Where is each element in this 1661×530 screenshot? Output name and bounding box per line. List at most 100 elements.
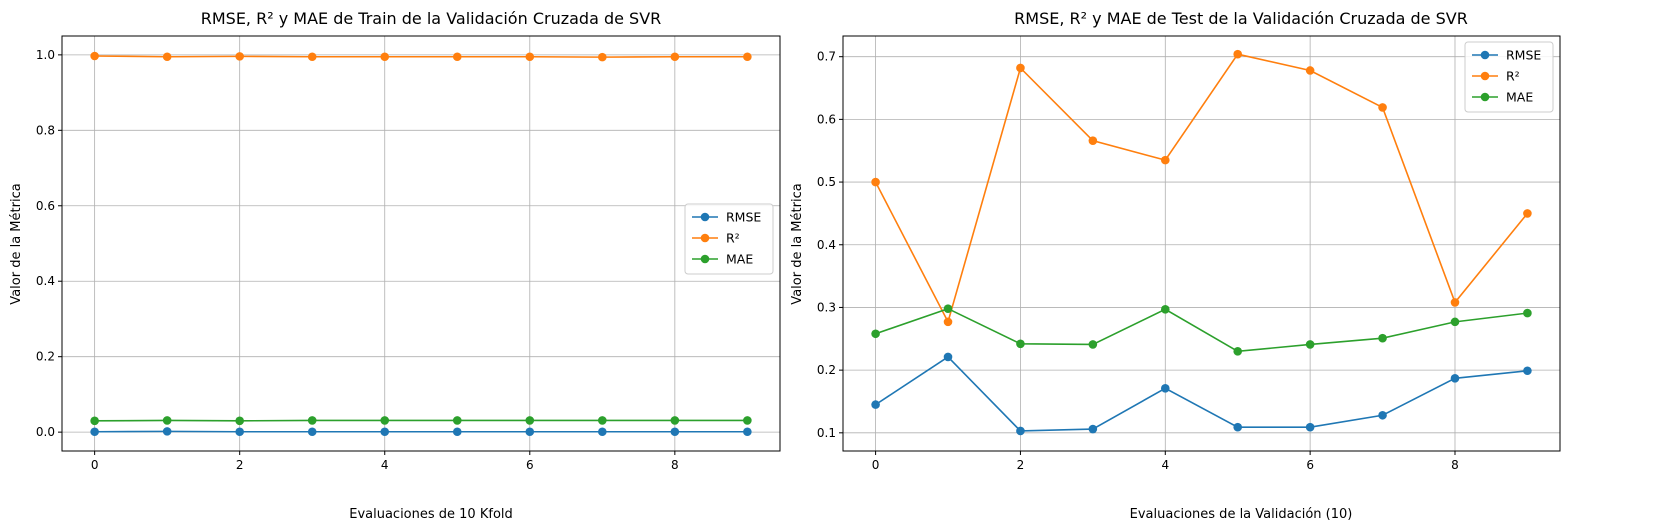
train-chart-point-r2: [307, 52, 317, 62]
test-chart-point-mae: [943, 304, 953, 313]
test-chart-point-r2: [1378, 103, 1387, 112]
train-chart-point-r2: [380, 52, 390, 62]
train-chart-point-mae: [162, 416, 172, 425]
train-chart-point-mae: [670, 416, 680, 425]
test-chart-title: RMSE, R² y MAE de Test de la Validación …: [1014, 9, 1468, 28]
test-chart-legend-label-rmse: RMSE: [1506, 48, 1541, 63]
train-chart-y-tick-label: 1.0: [36, 48, 55, 62]
train-chart-line-r2: [94, 55, 748, 58]
train-chart-x-tick-label: 6: [526, 458, 534, 472]
test-chart-y-tick-label: 0.2: [817, 363, 836, 377]
test-chart-point-r2: [1233, 49, 1243, 59]
test-chart-point-rmse: [1523, 366, 1532, 376]
test-chart-point-rmse: [1088, 424, 1098, 434]
train-chart-point-mae: [90, 416, 99, 426]
train-chart-point-mae: [743, 416, 752, 425]
test-chart-point-rmse: [1305, 422, 1315, 432]
train-chart-legend-marker-mae: [700, 254, 710, 264]
train-chart-point-mae: [307, 416, 317, 425]
train-chart-point-mae: [380, 416, 390, 425]
test-chart-point-r2: [1016, 63, 1025, 73]
test-chart-y-tick-label: 0.1: [817, 426, 836, 440]
test-chart-point-mae: [1305, 340, 1315, 349]
test-chart-legend-label-r2: R²: [1506, 69, 1520, 84]
test-chart-point-mae: [1450, 317, 1460, 327]
train-chart-series-r2: [90, 51, 752, 62]
train-chart-legend-marker-rmse: [700, 212, 710, 222]
test-chart-point-r2: [1523, 209, 1532, 218]
test-chart-x-tick-label: 8: [1451, 458, 1459, 472]
train-chart-y-tick-label: 0.0: [36, 425, 55, 439]
train-chart-title: RMSE, R² y MAE de Train de la Validación…: [201, 9, 662, 28]
train-chart-point-r2: [743, 52, 752, 62]
test-chart-point-mae: [1523, 308, 1532, 318]
test-chart-series-mae: [871, 304, 1532, 356]
train-chart-y-tick-label: 0.4: [36, 274, 55, 288]
train-chart-series-mae: [90, 416, 752, 426]
train-chart-point-rmse: [162, 427, 172, 436]
train-chart-point-rmse: [525, 427, 535, 437]
test-chart-point-r2: [871, 177, 880, 187]
train-chart-point-rmse: [307, 427, 317, 437]
train-chart-x-axis-label: Evaluaciones de 10 Kfold: [349, 507, 513, 522]
test-chart-legend-label-mae: MAE: [1506, 90, 1533, 105]
test-chart-point-rmse: [1378, 410, 1387, 420]
train-chart-point-r2: [525, 52, 535, 62]
train-chart-point-mae: [598, 416, 607, 425]
train-chart-y-axis-label: Valor de la Métrica: [9, 183, 24, 304]
test-chart: RMSE, R² y MAE de Test de la Validación …: [790, 9, 1561, 522]
test-chart-legend-marker-rmse: [1480, 50, 1490, 60]
train-chart-legend-label-mae: MAE: [726, 252, 753, 267]
train-chart-x-tick-label: 2: [236, 458, 244, 472]
train-chart-point-r2: [670, 52, 680, 62]
test-chart-point-rmse: [1160, 384, 1170, 393]
test-chart-y-tick-label: 0.7: [817, 50, 836, 64]
test-chart-point-mae: [1378, 333, 1387, 343]
test-chart-point-mae: [1160, 305, 1170, 314]
train-chart-plot-frame: [61, 35, 781, 452]
test-chart-point-mae: [871, 329, 880, 339]
test-chart-point-rmse: [1016, 426, 1025, 436]
train-chart-y-tick-label: 0.2: [36, 350, 55, 364]
train-chart-point-rmse: [670, 427, 680, 437]
train-chart: RMSE, R² y MAE de Train de la Validación…: [9, 9, 781, 522]
test-chart-point-mae: [1233, 347, 1243, 356]
train-chart-x-tick-label: 8: [671, 458, 679, 472]
train-chart-point-mae: [525, 416, 535, 425]
train-chart-point-r2: [90, 51, 99, 61]
test-chart-point-r2: [943, 317, 953, 327]
train-chart-legend-marker-r2: [700, 233, 710, 243]
train-chart-point-rmse: [235, 427, 244, 437]
test-chart-legend-marker-r2: [1480, 71, 1490, 81]
train-chart-legend-label-rmse: RMSE: [726, 210, 761, 225]
train-chart-point-mae: [235, 416, 244, 426]
train-chart-y-tick-label: 0.8: [36, 123, 55, 137]
test-chart-plot-frame: [842, 35, 1561, 452]
train-chart-point-mae: [452, 416, 462, 425]
test-chart-line-mae: [875, 307, 1528, 353]
test-chart-point-r2: [1088, 136, 1098, 145]
test-chart-x-tick-label: 4: [1161, 458, 1169, 472]
test-chart-line-r2: [874, 53, 1529, 325]
train-chart-point-r2: [235, 52, 244, 61]
test-chart-y-tick-label: 0.3: [817, 300, 836, 314]
test-chart-point-r2: [1160, 155, 1170, 165]
train-chart-point-rmse: [380, 427, 390, 437]
test-chart-series-rmse: [871, 352, 1532, 436]
train-chart-point-r2: [598, 52, 607, 62]
train-chart-point-rmse: [743, 427, 752, 437]
test-chart-grid: [843, 36, 1560, 451]
train-chart-legend-label-r2: R²: [726, 231, 740, 246]
test-chart-legend-marker-mae: [1480, 92, 1490, 102]
test-chart-line-rmse: [875, 355, 1528, 432]
train-chart-y-tick-label: 0.6: [36, 199, 55, 213]
test-chart-point-r2: [1305, 66, 1315, 75]
train-chart-x-tick-label: 4: [381, 458, 389, 472]
test-chart-point-rmse: [1450, 373, 1460, 383]
test-chart-point-mae: [1016, 339, 1025, 349]
test-chart-point-rmse: [871, 400, 880, 409]
test-chart-point-rmse: [1233, 422, 1243, 432]
test-chart-y-tick-label: 0.5: [817, 175, 836, 189]
